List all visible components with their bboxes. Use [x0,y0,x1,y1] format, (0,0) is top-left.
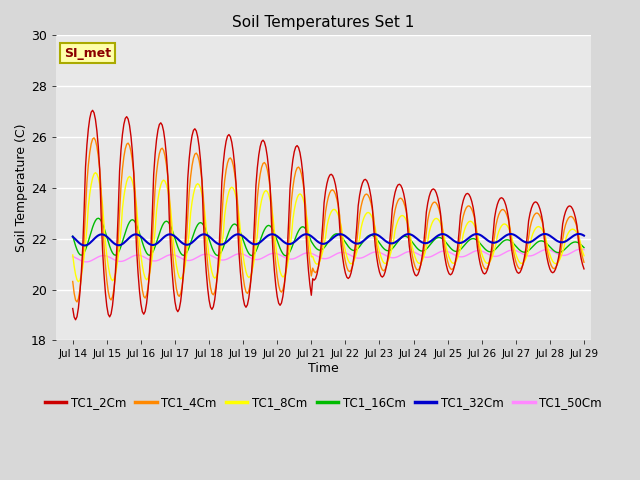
X-axis label: Time: Time [308,362,339,375]
Y-axis label: Soil Temperature (C): Soil Temperature (C) [15,124,28,252]
Title: Soil Temperatures Set 1: Soil Temperatures Set 1 [232,15,415,30]
Legend: TC1_2Cm, TC1_4Cm, TC1_8Cm, TC1_16Cm, TC1_32Cm, TC1_50Cm: TC1_2Cm, TC1_4Cm, TC1_8Cm, TC1_16Cm, TC1… [41,392,605,412]
Text: SI_met: SI_met [64,47,111,60]
